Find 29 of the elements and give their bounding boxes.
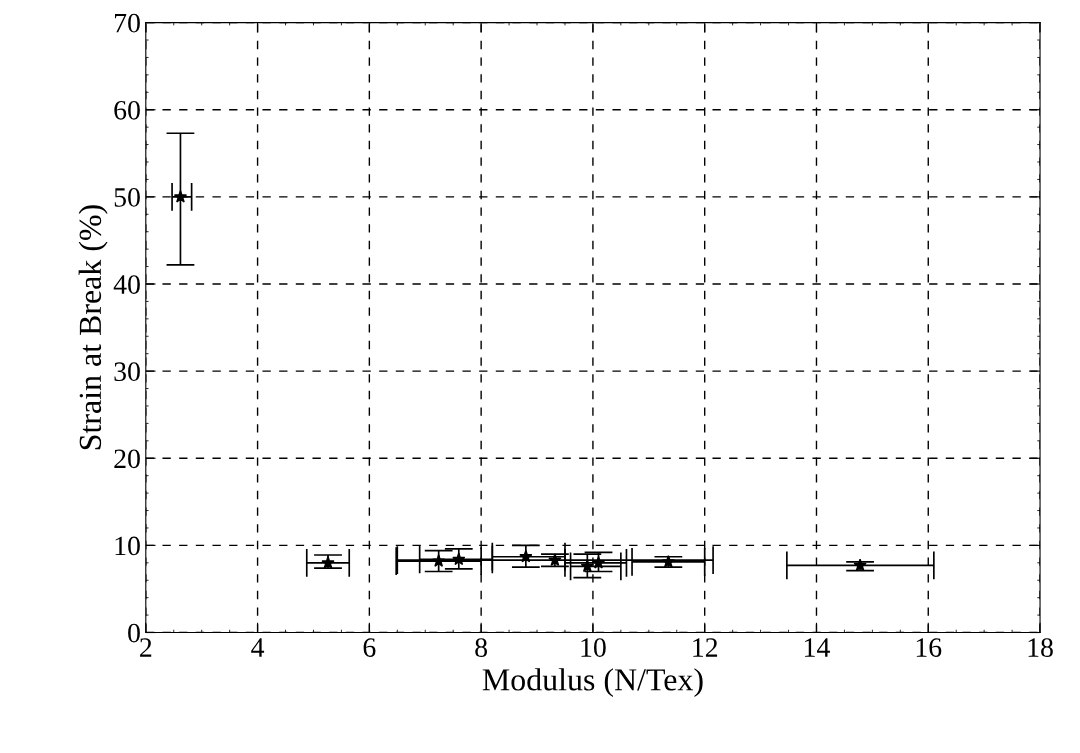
x-tick-label: 14 — [805, 638, 830, 657]
point — [661, 554, 676, 568]
x-tick-label: 18 — [1028, 638, 1053, 657]
point — [452, 552, 466, 566]
point — [580, 559, 594, 573]
y-tick-label: 10 — [115, 536, 140, 556]
point — [432, 554, 446, 567]
x-axis-title: Modulus (N/Tex) — [482, 668, 703, 698]
y-tick-label: 0 — [128, 623, 140, 643]
point — [519, 549, 533, 563]
point — [321, 555, 335, 569]
x-tick-label: 6 — [363, 638, 376, 657]
y-tick-label: 30 — [114, 362, 140, 382]
y-axis-title: Strain at Break (%) — [78, 205, 108, 450]
y-tick-label: 40 — [113, 275, 140, 294]
x-tick-label: 4 — [251, 638, 265, 657]
x-tick-label: 10 — [581, 638, 606, 657]
x-tick-label: 12 — [693, 638, 718, 657]
y-tick-label: 20 — [114, 449, 140, 469]
y-tick-label: 60 — [114, 100, 140, 120]
y-tick-label: 50 — [114, 188, 140, 207]
point — [591, 555, 606, 569]
x-tick-label: 16 — [916, 638, 942, 657]
point — [853, 558, 867, 572]
point — [548, 553, 562, 566]
x-tick-label: 8 — [475, 638, 488, 657]
y-tick-label: 70 — [114, 13, 140, 33]
point — [173, 189, 188, 203]
x-tick-label: 2 — [140, 638, 152, 657]
